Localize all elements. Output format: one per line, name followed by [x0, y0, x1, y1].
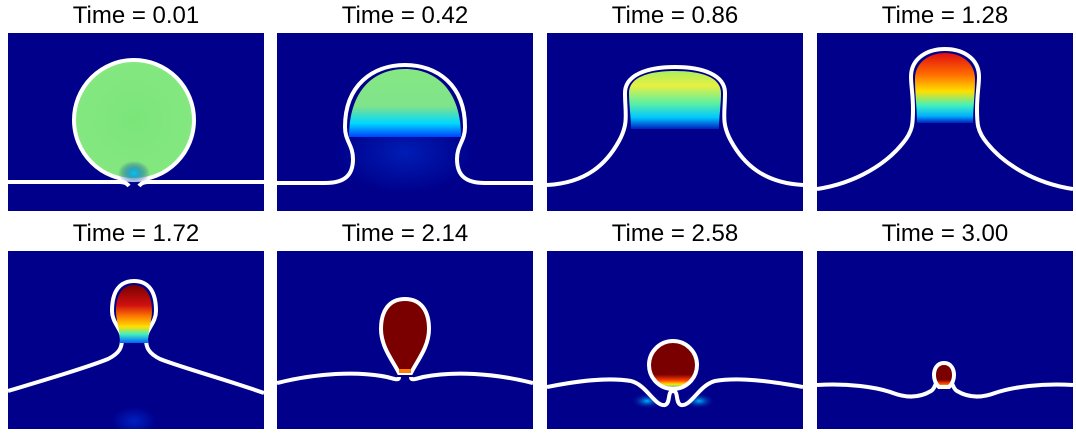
- domain-background: [817, 251, 1073, 429]
- panel-title: Time = 0.42: [341, 2, 469, 29]
- snapshot-panel-6: Time = 2.14: [277, 218, 533, 429]
- snapshot-panel-3: Time = 0.86: [547, 0, 803, 211]
- neck-field: [118, 161, 150, 185]
- snapshot-panel-2: Time = 0.42: [277, 0, 533, 211]
- bubble: [915, 53, 975, 123]
- simulation-frame: [277, 251, 533, 429]
- simulation-frame: [547, 251, 803, 429]
- snapshot-panel-1: Time = 0.01: [8, 0, 264, 211]
- simulation-frame: [8, 33, 264, 211]
- bubble: [349, 69, 461, 137]
- panel-title: Time = 2.14: [341, 220, 469, 247]
- panel-title: Time = 1.72: [72, 220, 200, 247]
- bubble: [629, 71, 721, 129]
- panel-title: Time = 2.58: [611, 220, 739, 247]
- snapshot-panel-5: Time = 1.72: [8, 218, 264, 429]
- interface-line: [817, 381, 1073, 399]
- snapshot-panel-7: Time = 2.58: [547, 218, 803, 429]
- simulation-frame: [547, 33, 803, 211]
- snapshot-panel-8: Time = 3.00: [817, 218, 1073, 429]
- simulation-frame: [817, 251, 1073, 429]
- interface-line: [277, 371, 533, 385]
- bubble: [116, 285, 152, 343]
- bubble: [931, 360, 957, 389]
- interface-line: [8, 180, 264, 188]
- interface-line: [277, 62, 533, 185]
- interface-line: [547, 64, 803, 187]
- panel-title: Time = 0.01: [72, 2, 200, 29]
- simulation-frame: [277, 33, 533, 211]
- simulation-frame: [817, 33, 1073, 211]
- snapshot-panel-4: Time = 1.28: [817, 0, 1073, 211]
- panel-title: Time = 1.28: [881, 2, 1009, 29]
- panel-title: Time = 3.00: [881, 220, 1009, 247]
- flow-field: [631, 393, 663, 409]
- flow-field: [683, 393, 715, 409]
- panel-title: Time = 0.86: [611, 2, 739, 29]
- simulation-frame: [8, 251, 264, 429]
- flow-field: [112, 407, 156, 429]
- interface-line: [817, 46, 1073, 191]
- bubble: [647, 339, 699, 391]
- interface-line: [8, 278, 264, 395]
- neck-field: [399, 369, 411, 373]
